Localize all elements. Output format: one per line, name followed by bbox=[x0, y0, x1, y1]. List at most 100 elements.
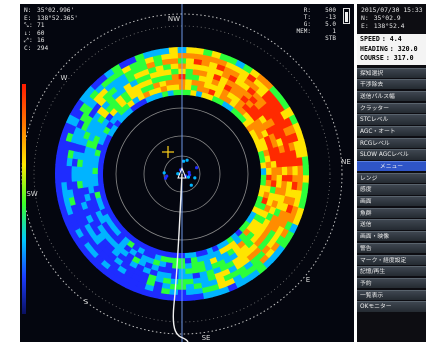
echo-segment bbox=[248, 211, 258, 220]
echo-segment bbox=[203, 81, 213, 90]
echo-segment bbox=[266, 141, 275, 151]
echo-segment bbox=[282, 195, 291, 206]
menu-item[interactable]: 探知選択 bbox=[357, 67, 426, 78]
echo-segment bbox=[69, 203, 79, 214]
echo-segment bbox=[214, 254, 224, 263]
echo-segment bbox=[184, 263, 193, 270]
echo-segment bbox=[165, 256, 174, 264]
echo-segment bbox=[88, 191, 96, 201]
echo-segment bbox=[160, 52, 172, 61]
echo-segment bbox=[141, 288, 153, 298]
battery-level bbox=[345, 12, 348, 22]
menu-item[interactable]: OKモニター bbox=[357, 301, 426, 312]
echo-segment bbox=[167, 89, 175, 97]
echo-segment bbox=[277, 209, 287, 221]
echo-segment bbox=[170, 68, 180, 75]
compass-se-label: SE bbox=[201, 334, 211, 342]
menu-item[interactable]: 送信 bbox=[357, 219, 426, 230]
echo-segment bbox=[97, 184, 105, 192]
echo-segment bbox=[163, 68, 173, 76]
menu-item[interactable]: AGC・オート bbox=[357, 125, 426, 137]
echo-segment bbox=[260, 162, 267, 170]
echo-segment bbox=[120, 228, 130, 238]
echo-segment bbox=[99, 130, 109, 140]
echo-segment bbox=[201, 59, 212, 68]
echo-segment bbox=[144, 278, 156, 288]
echo-segment bbox=[134, 99, 144, 109]
echo-segment bbox=[296, 182, 304, 193]
echo-segment bbox=[195, 255, 204, 264]
echo-segment bbox=[92, 154, 100, 163]
echo-segment bbox=[270, 124, 280, 135]
menu-item[interactable]: RCGレベル bbox=[357, 137, 426, 148]
echo-segment bbox=[131, 95, 141, 105]
echo-segment bbox=[287, 124, 297, 136]
compass-e-label: E bbox=[305, 276, 311, 284]
echo-segment bbox=[116, 114, 126, 124]
echo-segment bbox=[191, 277, 202, 285]
echo-segment bbox=[192, 63, 203, 71]
menu-item[interactable]: 感度 bbox=[357, 184, 426, 195]
menu-item[interactable]: 画面 bbox=[357, 196, 426, 207]
latitude: N: 35°02.9 bbox=[361, 14, 401, 22]
echo-segment bbox=[191, 79, 200, 87]
echo-segment bbox=[88, 146, 97, 156]
echo-segment bbox=[131, 82, 142, 92]
menu-item[interactable]: 干渉除去 bbox=[357, 79, 426, 90]
menu-item[interactable]: 一覧表示 bbox=[357, 289, 426, 300]
echo-segment bbox=[130, 243, 140, 253]
menu-item[interactable]: 送信パルス幅 bbox=[357, 90, 426, 102]
near-echo bbox=[182, 159, 186, 163]
stb-label: STB bbox=[325, 35, 336, 42]
menu-item[interactable]: 魚群 bbox=[357, 207, 426, 219]
echo-segment bbox=[135, 280, 147, 290]
echo-segment bbox=[185, 78, 193, 86]
menu-item[interactable]: STCレベル bbox=[357, 114, 426, 125]
echo-segment bbox=[216, 281, 228, 291]
echo-segment bbox=[184, 89, 192, 96]
menu-item[interactable]: 記憶/再生 bbox=[357, 266, 426, 277]
echo-segment bbox=[77, 208, 86, 220]
echo-segment bbox=[253, 200, 262, 210]
echo-segment bbox=[143, 244, 153, 253]
echo-segment bbox=[215, 242, 225, 251]
echo-segment bbox=[153, 275, 164, 284]
echo-segment bbox=[217, 80, 228, 90]
range-readout: R: 500 T: -13 G: 5.0 MEM: 1 STB bbox=[297, 7, 336, 42]
echo-segment bbox=[164, 73, 174, 81]
echo-segment bbox=[192, 287, 204, 296]
echo-segment bbox=[273, 130, 283, 141]
menu-item[interactable]: SLOW AGCレベル bbox=[357, 149, 426, 160]
echo-segment bbox=[106, 128, 116, 137]
sonar-display[interactable]: N: 35°02.996' E: 138°52.365' ⤡: 71 ↓: 60 ⤢: 1… bbox=[20, 4, 354, 342]
near-echo bbox=[187, 170, 191, 174]
echo-segment bbox=[218, 263, 229, 273]
echo-segment bbox=[223, 243, 233, 253]
menu-item[interactable]: 警告 bbox=[357, 242, 426, 254]
echo-segment bbox=[148, 268, 158, 277]
tilt-row: T: -13 bbox=[303, 14, 336, 21]
echo-segment bbox=[105, 120, 115, 130]
readout-row: E: 138°52.365' bbox=[24, 14, 78, 22]
echo-segment bbox=[234, 228, 244, 238]
echo-segment bbox=[142, 50, 155, 59]
echo-segment bbox=[262, 191, 271, 200]
echo-segment bbox=[265, 198, 274, 208]
echo-segment bbox=[280, 202, 289, 214]
menu-item[interactable]: 画面・映像 bbox=[357, 231, 426, 242]
echo-segment bbox=[97, 161, 104, 169]
echo-segment bbox=[290, 149, 298, 160]
position-readout: N: 35°02.996' E: 138°52.365' ⤡: 71 ↓: 60 ⤢: 1… bbox=[24, 7, 78, 53]
echo-segment bbox=[259, 184, 267, 193]
echo-segment bbox=[190, 84, 199, 92]
menu-item[interactable]: 予約 bbox=[357, 277, 426, 289]
echo-segment bbox=[226, 282, 238, 293]
echo-segment bbox=[162, 63, 173, 71]
menu-item[interactable]: クラッター bbox=[357, 102, 426, 113]
navigation-readouts: SPEED: 4.4 HEADING: 320.0 COURSE: 317.0 bbox=[357, 34, 426, 65]
menu-item[interactable]: マーク・経度設定 bbox=[357, 254, 426, 265]
menu-item[interactable]: レンジ bbox=[357, 172, 426, 183]
menu-item[interactable]: メニュー bbox=[357, 161, 426, 172]
echo-segment bbox=[281, 159, 288, 169]
echo-segment bbox=[278, 144, 286, 155]
